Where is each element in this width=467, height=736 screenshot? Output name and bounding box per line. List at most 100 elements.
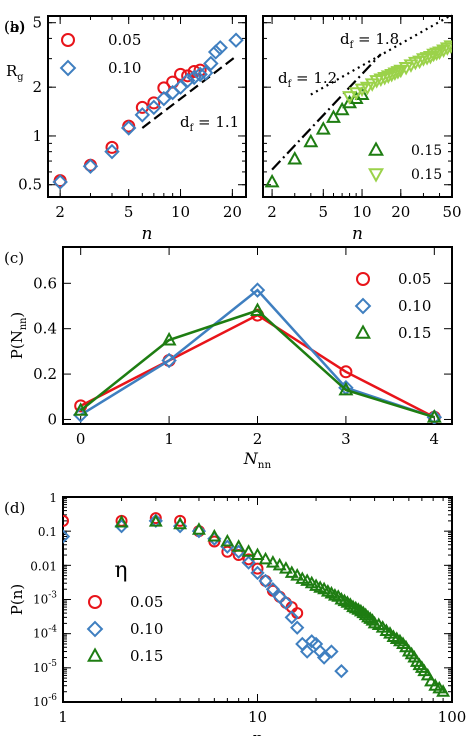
data-point [353, 603, 368, 617]
legend-marker [88, 595, 102, 609]
marks [264, 40, 452, 188]
data-point [351, 602, 366, 615]
data-point [342, 91, 358, 105]
data-point [241, 544, 256, 557]
data-point [422, 50, 438, 65]
data-point [324, 644, 339, 659]
legend-label: 0.15 [398, 324, 431, 342]
data-point [179, 72, 196, 89]
panel-b: 2 5 10 20 50 (b) n 0.15 0.15 df = 1.2df = 1.8 [4, 13, 462, 244]
data-point [186, 69, 202, 86]
data-point [193, 63, 207, 77]
x-tick-label: 0 [76, 430, 86, 448]
data-point [134, 107, 151, 123]
data-point [250, 302, 265, 316]
legend-label: 0.05 [130, 593, 163, 611]
legend-label: 0.10 [130, 620, 163, 638]
data-point [316, 650, 332, 665]
x-tick-label: 2 [267, 203, 277, 221]
data-point [250, 565, 265, 581]
data-point [313, 644, 328, 659]
data-point [429, 47, 445, 62]
data-point [343, 597, 358, 610]
x-tick-label: 20 [223, 203, 242, 221]
legend-marker [59, 59, 77, 77]
data-point [265, 555, 280, 568]
data-point [426, 409, 442, 423]
x-tick-label: 5 [319, 203, 329, 221]
data-point [220, 533, 235, 547]
y-tick-label: 10-6 [33, 693, 57, 709]
data-point [334, 591, 349, 605]
data-point [192, 66, 208, 83]
x-tick-label: 10 [248, 708, 267, 726]
y-tick-label: 0.2 [33, 365, 57, 383]
data-point [419, 52, 435, 66]
marks [72, 282, 443, 424]
data-point [299, 644, 315, 659]
data-point [212, 40, 228, 56]
y-axis-label: Rg [6, 62, 24, 83]
data-point [315, 121, 331, 135]
x-tick-label: 3 [341, 430, 351, 448]
plot-frame [47, 15, 247, 198]
guide-label: df = 1.1 [180, 113, 239, 134]
data-point [290, 568, 305, 581]
data-point [278, 595, 294, 610]
data-point [258, 551, 273, 565]
plot-frame [262, 15, 453, 198]
data-point [380, 70, 396, 84]
data-point [339, 365, 353, 379]
data-point [340, 595, 355, 608]
data-point [420, 667, 435, 681]
y-tick-label: 2 [32, 78, 42, 96]
legend-label: 0.05 [108, 31, 141, 49]
data-point [52, 174, 68, 190]
data-point [326, 109, 341, 123]
y-tick-label: 5 [32, 14, 42, 32]
y-tick-label: 0.6 [33, 274, 57, 292]
marks [63, 512, 451, 697]
data-point [436, 684, 451, 697]
y-tick-label: 0.5 [18, 176, 42, 194]
y-tick-label: 0.01 [30, 559, 57, 573]
marks [52, 32, 244, 190]
y-tick-label: 0.1 [38, 525, 57, 539]
data-point [120, 120, 137, 136]
guide-line [271, 53, 382, 171]
legend-marker [368, 141, 384, 156]
data-point [231, 539, 246, 552]
data-point [356, 605, 371, 619]
data-point [250, 547, 265, 561]
x-tick-label: 5 [124, 203, 134, 221]
legend-label: 0.15 [411, 143, 442, 159]
data-point [174, 514, 187, 527]
data-point [264, 173, 280, 188]
data-point [181, 69, 195, 83]
data-point [337, 593, 352, 607]
x-tick-label: 10 [171, 203, 190, 221]
data-point [173, 516, 188, 530]
data-point [82, 158, 99, 175]
data-point [249, 282, 266, 298]
data-point [290, 620, 305, 635]
data-point [207, 528, 222, 542]
x-tick-label: 2 [55, 203, 65, 221]
data-point [338, 381, 354, 396]
data-point [426, 48, 442, 63]
data-point [387, 67, 403, 82]
data-point [346, 599, 361, 613]
data-point [284, 565, 299, 578]
data-point [363, 611, 378, 624]
data-point [327, 588, 342, 601]
data-point [303, 133, 319, 148]
guide-line [141, 55, 237, 129]
data-point [390, 66, 406, 80]
series-line [79, 309, 435, 419]
data-point [161, 331, 177, 346]
data-point [73, 402, 89, 416]
guide-label: df = 1.8 [340, 30, 399, 51]
legend-label: 0.10 [108, 59, 141, 77]
data-point [272, 557, 287, 571]
